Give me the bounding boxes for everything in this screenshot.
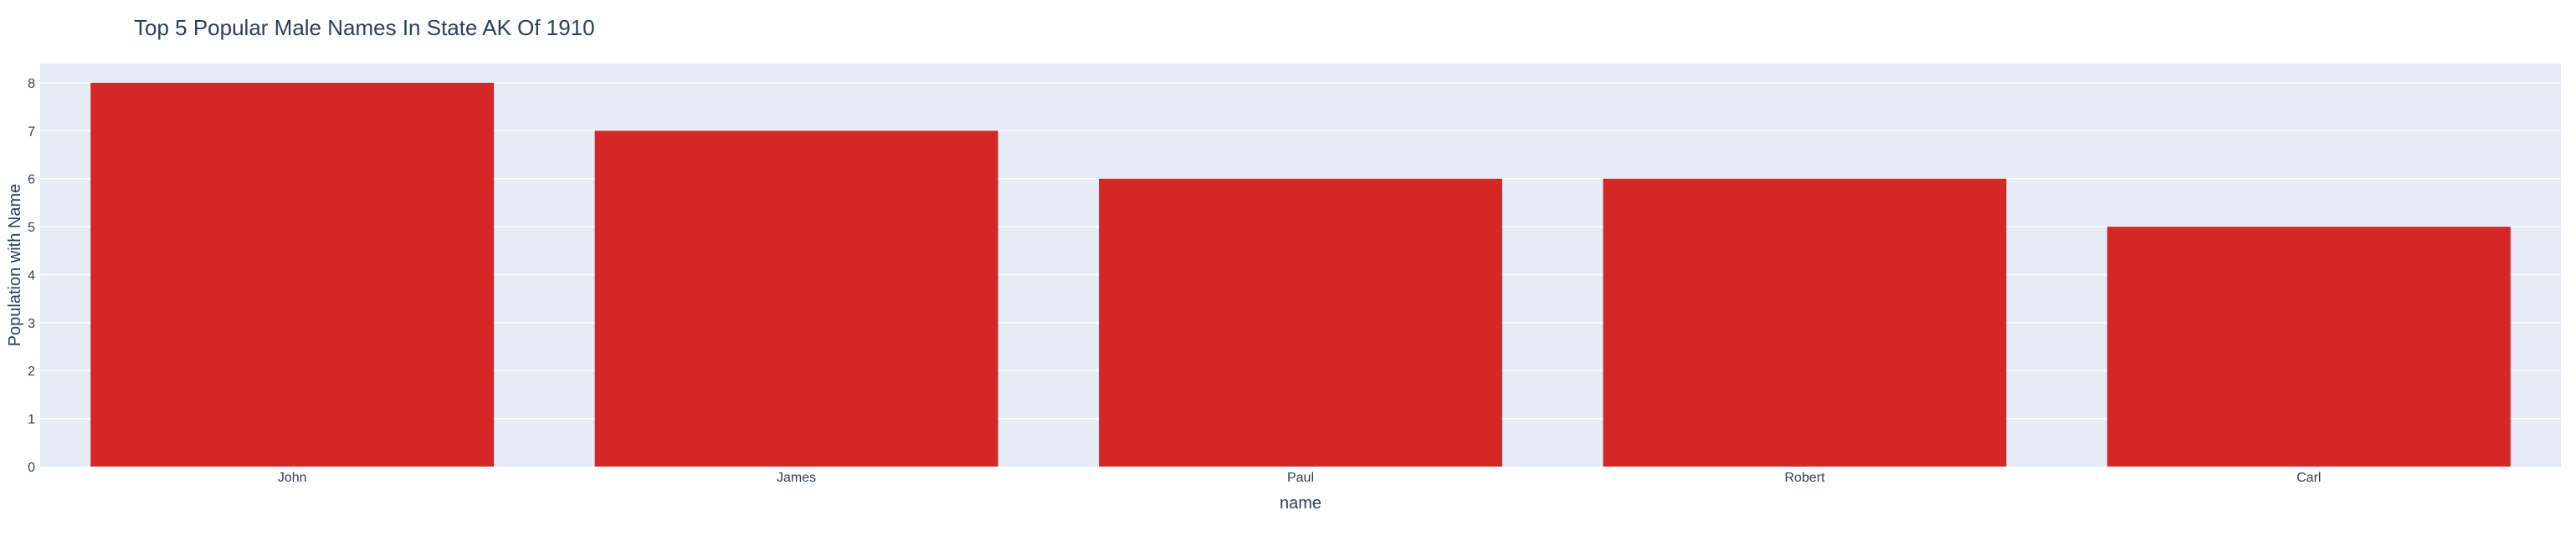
bar-carl[interactable]: [2106, 227, 2511, 467]
y-axis-title: Population with Name: [6, 184, 24, 347]
y-tick-label: 4: [28, 268, 35, 283]
y-tick-label: 3: [28, 317, 35, 331]
x-axis-title: name: [1280, 494, 1321, 513]
chart-title: Top 5 Popular Male Names In State AK Of …: [134, 15, 595, 40]
x-tick-label-john: John: [278, 471, 307, 485]
y-tick-label: 2: [28, 365, 35, 379]
bar-james[interactable]: [594, 130, 998, 467]
y-tick-label: 7: [28, 125, 35, 139]
y-tick-label: 6: [28, 173, 35, 187]
bar-robert[interactable]: [1603, 178, 2007, 467]
bar-paul[interactable]: [1099, 178, 1502, 467]
x-tick-label-carl: Carl: [2296, 471, 2321, 485]
x-axis-ticks: John James Paul Robert Carl: [278, 471, 2322, 485]
x-tick-label-paul: Paul: [1287, 471, 1314, 485]
y-tick-label: 0: [28, 461, 35, 475]
bars: [90, 82, 2511, 467]
bar-john[interactable]: [90, 82, 495, 467]
y-axis-ticks: 0 1 2 3 4 5 6 7 8: [28, 77, 35, 475]
y-tick-label: 8: [28, 77, 35, 91]
y-tick-label: 1: [28, 413, 35, 427]
x-tick-label-james: James: [777, 471, 816, 485]
x-tick-label-robert: Robert: [1784, 471, 1825, 485]
y-tick-label: 5: [28, 221, 35, 235]
